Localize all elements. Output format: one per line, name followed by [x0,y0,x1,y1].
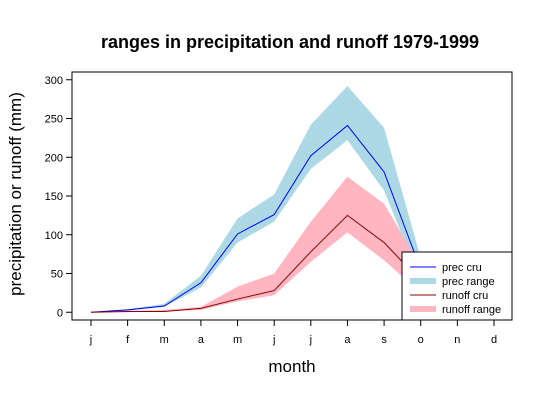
x-axis-label: month [268,357,315,376]
y-tick-label: 250 [45,114,63,126]
legend-label: prec range [442,276,495,288]
y-axis-label: precipitation or runoff (mm) [6,92,25,296]
x-tick-label: f [126,334,130,346]
x-tick-label: m [233,334,242,346]
y-tick-label: 50 [51,269,63,281]
prec-cru-line [90,124,422,313]
x-tick-label: a [198,334,205,346]
legend: prec cru prec range runoff cru runoff range [401,251,513,321]
x-tick-label: o [418,334,424,346]
x-tick-label: d [491,334,497,346]
x-tick-label: j [89,334,92,346]
runoff-cru-line [90,214,422,313]
legend-label: runoff cru [442,290,488,302]
x-tick-label: n [454,334,460,346]
legend-label: prec cru [442,262,482,274]
chart-title: ranges in precipitation and runoff 1979-… [101,32,479,52]
legend-label: runoff range [442,304,501,316]
x-tick-label: s [381,334,387,346]
y-tick-label: 100 [45,230,63,242]
x-tick-label: j [309,334,312,346]
y-tick-label: 0 [57,307,63,319]
runoff-range-band [91,176,421,313]
y-tick-label: 200 [45,152,63,164]
x-tick-label: j [272,334,275,346]
y-tick-label: 150 [45,191,63,203]
y-tick-label: 300 [45,75,63,87]
x-tick-label: a [344,334,351,346]
x-tick-label: m [160,334,169,346]
prec-range-band [91,85,421,313]
